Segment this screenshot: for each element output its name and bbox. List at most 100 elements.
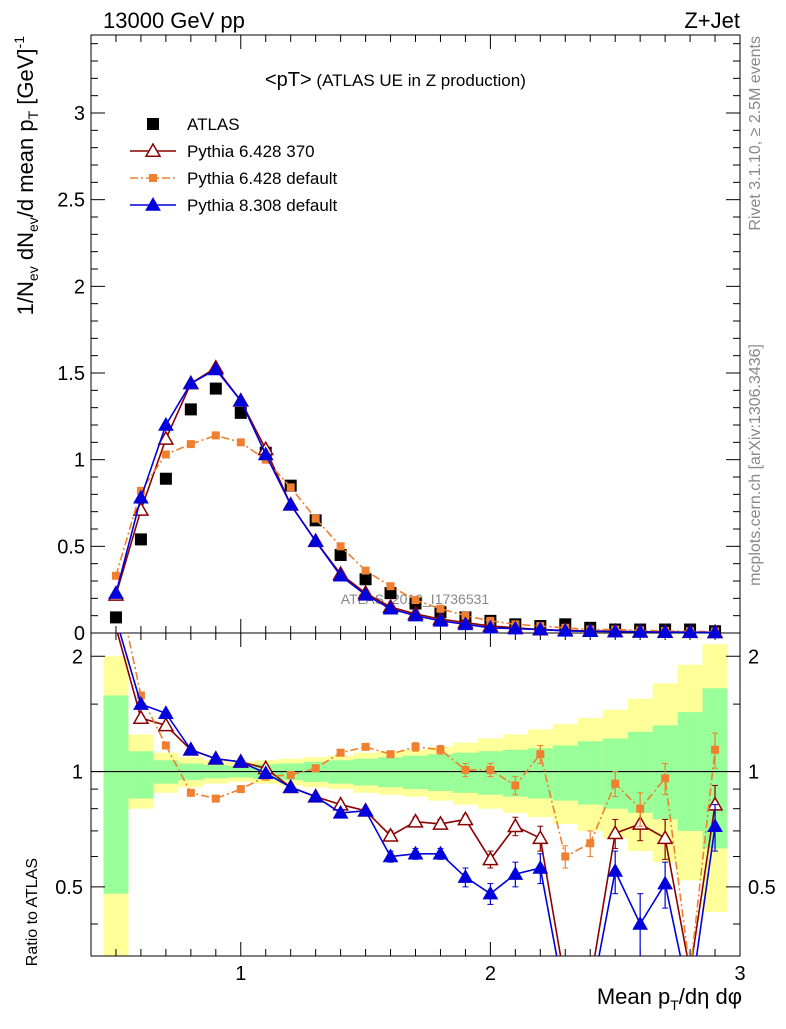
main-point-pythia-6-428-default-11: [386, 582, 395, 591]
ratio-point-pythia-6-428-default-13: [436, 745, 445, 754]
ratio-point-pythia-8-308-default-20: [607, 863, 624, 877]
ratio-point-pythia-6-428-370-15: [482, 850, 499, 866]
main-point-pythia-8-308-default-11: [382, 600, 399, 615]
main-point-pythia-6-428-default-13: [436, 604, 445, 613]
band-inner-18: [552, 745, 578, 801]
ratio-point-pythia-6-428-370-20: [606, 824, 624, 840]
ratio-point-pythia-6-428-370-2: [157, 716, 175, 732]
main-point-pythia-8-308-default-16: [507, 620, 524, 635]
ratio-point-pythia-6-428-default-4: [211, 794, 220, 803]
main-point-pythia-6-428-default-2: [161, 450, 170, 459]
main-point-pythia-6-428-default-10: [361, 566, 370, 575]
legend-label-pythia-8-308-default: Pythia 8.308 default: [187, 196, 338, 215]
main-point-pythia-8-308-default-18: [557, 622, 574, 637]
main-point-pythia-8-308-default-5: [232, 392, 249, 407]
ratio-ytick-label-right-1: 1: [748, 762, 759, 784]
main-point-pythia-8-308-default-19: [582, 623, 599, 638]
y-axis-label-main: 1/Nev dNev/d mean pT [GeV]-1: [11, 36, 41, 316]
main-point-pythia-8-308-default-3: [182, 375, 199, 390]
plot-title-sub: (ATLAS UE in Z production): [312, 71, 526, 90]
main-point-pythia-8-308-default-0: [108, 585, 124, 599]
ratio-point-pythia-8-308-default-17: [532, 860, 549, 874]
plot-title: <pT> (ATLAS UE in Z production): [265, 69, 526, 91]
main-point-atlas-4: [209, 382, 222, 395]
ratio-point-pythia-8-308-default-10: [357, 802, 374, 817]
main-point-pythia-8-308-default-8: [307, 533, 324, 547]
main-point-pythia-8-308-default-4: [207, 361, 224, 376]
legend-label-pythia-6-428-370: Pythia 6.428 370: [187, 142, 315, 161]
ratio-point-pythia-6-428-default-18: [561, 852, 570, 861]
ratio-point-pythia-8-308-default-5: [232, 753, 249, 768]
x-axis-label: Mean pT/dη dφ: [597, 984, 742, 1013]
ratio-point-pythia-8-308-default-3: [182, 741, 199, 756]
ratio-point-pythia-6-428-default-2: [161, 741, 170, 750]
ratio-point-pythia-8-308-default-15: [482, 885, 499, 900]
main-ytick-label-3: 1.5: [57, 363, 85, 385]
main-ytick-label-2: 1: [74, 450, 85, 472]
main-point-pythia-8-308-default-1: [133, 489, 149, 504]
band-inner-13: [427, 754, 453, 791]
main-point-pythia-6-428-default-4: [211, 431, 220, 440]
ratio-point-pythia-6-428-default-22: [661, 774, 670, 783]
main-series-layer: [107, 359, 724, 639]
main-point-atlas-1: [134, 533, 147, 546]
main-point-pythia-8-308-default-21: [632, 623, 649, 638]
main-point-pythia-8-308-default-17: [532, 621, 549, 636]
ratio-point-pythia-8-308-default-1: [133, 696, 149, 710]
main-point-atlas-5: [234, 406, 247, 419]
ratio-point-pythia-6-428-default-5: [236, 785, 245, 794]
main-ytick-label-0: 0: [74, 623, 85, 645]
main-ytick-label-5: 2.5: [57, 190, 85, 212]
main-point-pythia-6-428-370-2: [157, 430, 175, 445]
ratio-point-pythia-8-308-default-6: [257, 765, 274, 779]
ratio-point-pythia-8-308-default-9: [332, 804, 349, 819]
main-point-pythia-8-308-default-15: [482, 619, 499, 634]
legend-label-atlas: ATLAS: [187, 115, 240, 134]
ratio-point-pythia-8-308-default-16: [507, 866, 524, 880]
ratio-point-pythia-8-308-default-7: [282, 779, 299, 794]
ratio-point-pythia-6-428-default-16: [511, 781, 520, 790]
band-inner-1: [128, 751, 154, 799]
ratio-series-layer: [116, 633, 724, 956]
main-point-pythia-6-428-default-5: [236, 438, 245, 447]
main-point-pythia-6-428-default-7: [286, 483, 295, 492]
ratio-point-pythia-6-428-default-19: [586, 839, 595, 848]
ratio-point-pythia-6-428-default-14: [461, 765, 470, 774]
ratio-point-pythia-6-428-default-8: [311, 764, 320, 773]
ratio-point-pythia-6-428-370-11: [382, 827, 399, 842]
ratio-point-pythia-6-428-370-17: [532, 829, 549, 845]
ratio-point-pythia-6-428-default-9: [336, 748, 345, 757]
ratio-point-pythia-6-428-default-10: [361, 742, 370, 751]
legend-marker-pythia-6-428-default: [149, 174, 157, 182]
main-point-pythia-8-308-default-23: [682, 624, 698, 639]
ratio-point-pythia-8-308-default-2: [158, 705, 174, 719]
ratio-ytick-label-right-2: 2: [748, 646, 759, 668]
ratio-point-pythia-6-428-default-17: [536, 750, 545, 759]
ratio-point-pythia-6-428-370-12: [407, 813, 424, 828]
ratio-point-pythia-8-308-default-21: [632, 915, 649, 930]
ratio-point-pythia-8-308-default-12: [407, 845, 424, 860]
legend-marker-pythia-6-428-370: [144, 142, 162, 157]
main-point-pythia-6-428-default-8: [311, 514, 320, 523]
ratio-point-pythia-8-308-default-14: [457, 869, 474, 883]
main-ytick-label-4: 2: [74, 276, 85, 298]
legend-label-pythia-6-428-default: Pythia 6.428 default: [187, 169, 338, 188]
main-point-atlas-0: [109, 611, 122, 624]
ratio-ytick-label-left-2: 2: [72, 646, 83, 668]
legend-marker-pythia-8-308-default: [145, 196, 161, 211]
header-left: 13000 GeV pp: [103, 8, 245, 33]
main-point-pythia-8-308-default-13: [432, 612, 449, 627]
ratio-point-pythia-6-428-default-15: [486, 765, 495, 774]
main-point-atlas-10: [359, 573, 372, 586]
band-inner-11: [378, 757, 404, 788]
ratio-point-pythia-6-428-default-20: [611, 779, 620, 788]
y-axis-label-ratio: Ratio to ATLAS: [24, 858, 41, 966]
main-ytick-label-1: 0.5: [57, 536, 85, 558]
ratio-point-pythia-6-428-370-16: [507, 817, 524, 833]
ratio-series-clipped: [116, 633, 724, 956]
ratio-point-pythia-6-428-default-1: [136, 691, 145, 700]
main-point-pythia-6-428-default-12: [411, 596, 420, 605]
ratio-point-pythia-6-428-default-21: [636, 804, 645, 813]
ratio-point-pythia-6-428-default-7: [286, 770, 295, 779]
